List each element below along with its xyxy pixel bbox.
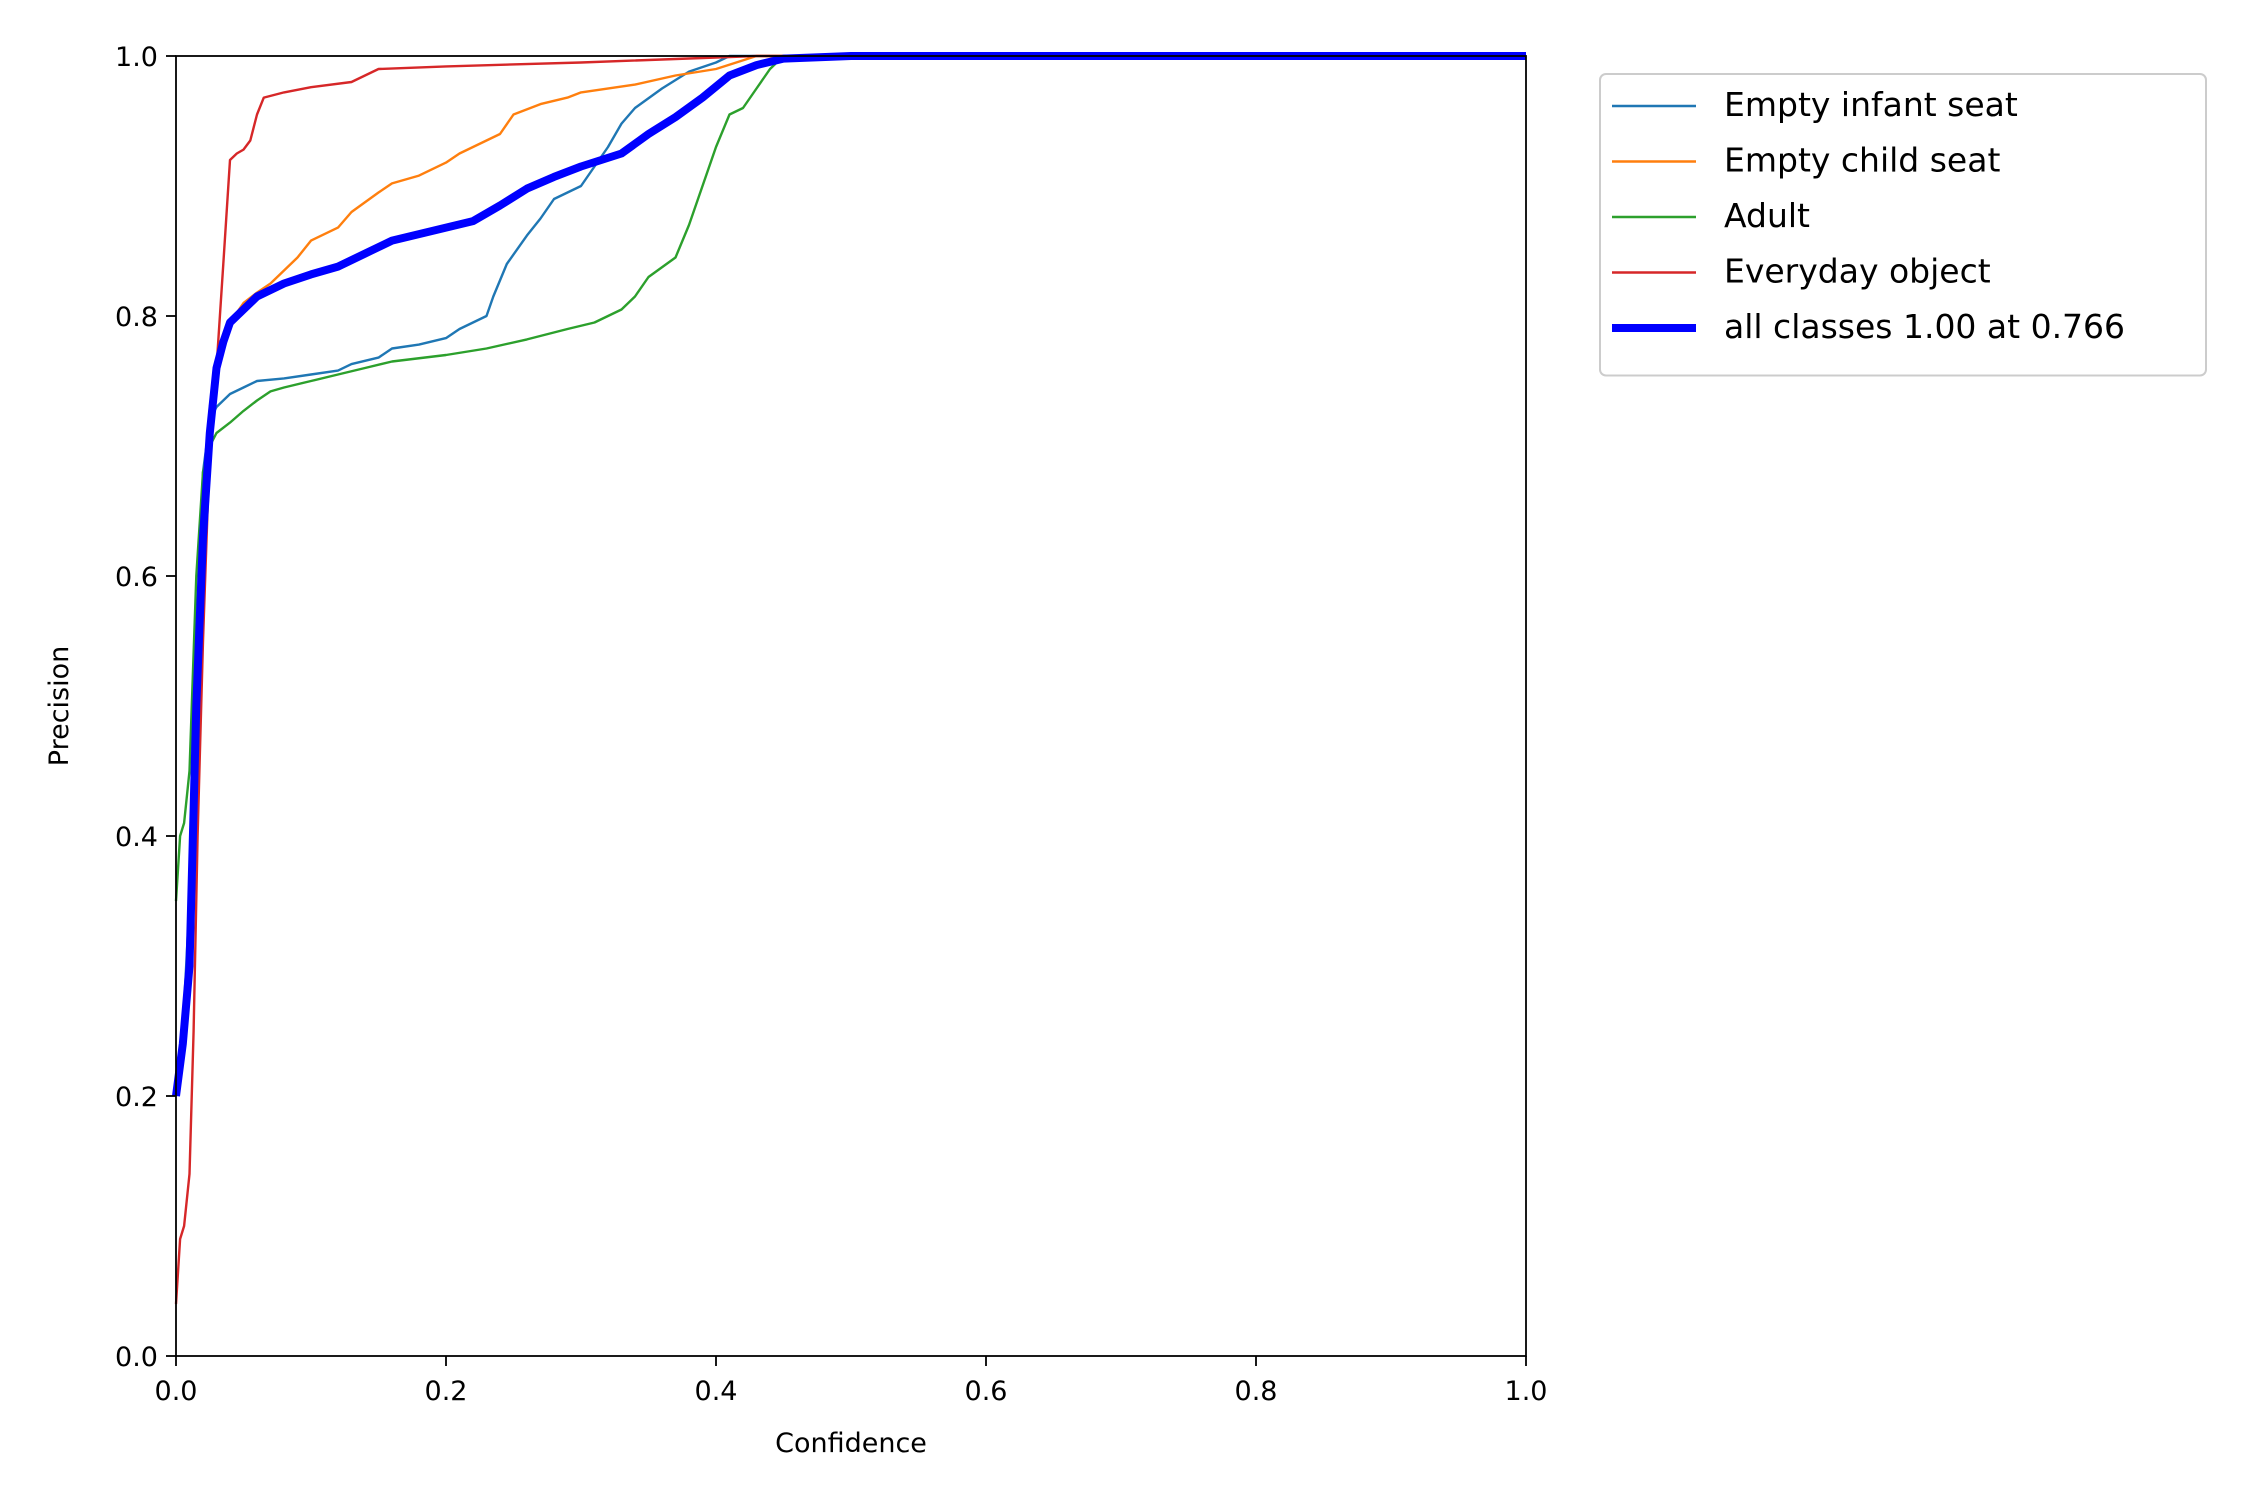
x-tick-label: 0.2 — [425, 1376, 468, 1407]
y-tick-label: 0.4 — [115, 822, 158, 853]
y-tick-label: 0.0 — [115, 1342, 158, 1373]
series-line-3 — [174, 54, 1526, 1305]
x-tick-label: 1.0 — [1505, 1376, 1548, 1407]
series-line-0 — [174, 54, 1526, 1097]
y-tick-label: 0.2 — [115, 1082, 158, 1113]
legend-entry-label: Adult — [1724, 196, 1810, 235]
y-tick-label: 1.0 — [115, 42, 158, 73]
legend-box — [1599, 73, 2207, 377]
y-tick-label: 0.8 — [115, 302, 158, 333]
x-tick-label: 0.8 — [1235, 1376, 1278, 1407]
series-line-1 — [174, 54, 1526, 1097]
plot-frame — [175, 55, 1527, 1357]
series-line-2 — [174, 54, 1526, 902]
legend-entry-label: Empty child seat — [1724, 141, 2000, 180]
series-line-4 — [172, 52, 1526, 1097]
x-axis-label: Confidence — [775, 1428, 927, 1459]
legend-entry-label: all classes 1.00 at 0.766 — [1724, 307, 2125, 346]
x-tick-label: 0.6 — [965, 1376, 1008, 1407]
legend-entry-label: Empty infant seat — [1724, 85, 2018, 124]
x-tick-label: 0.4 — [695, 1376, 738, 1407]
legend-entry-label: Everyday object — [1724, 252, 1991, 291]
y-axis-label: Precision — [44, 646, 75, 766]
x-tick-label: 0.0 — [155, 1376, 198, 1407]
y-tick-label: 0.6 — [115, 562, 158, 593]
legend: Empty infant seat Empty child seat Adult Ev… — [1599, 73, 2207, 377]
